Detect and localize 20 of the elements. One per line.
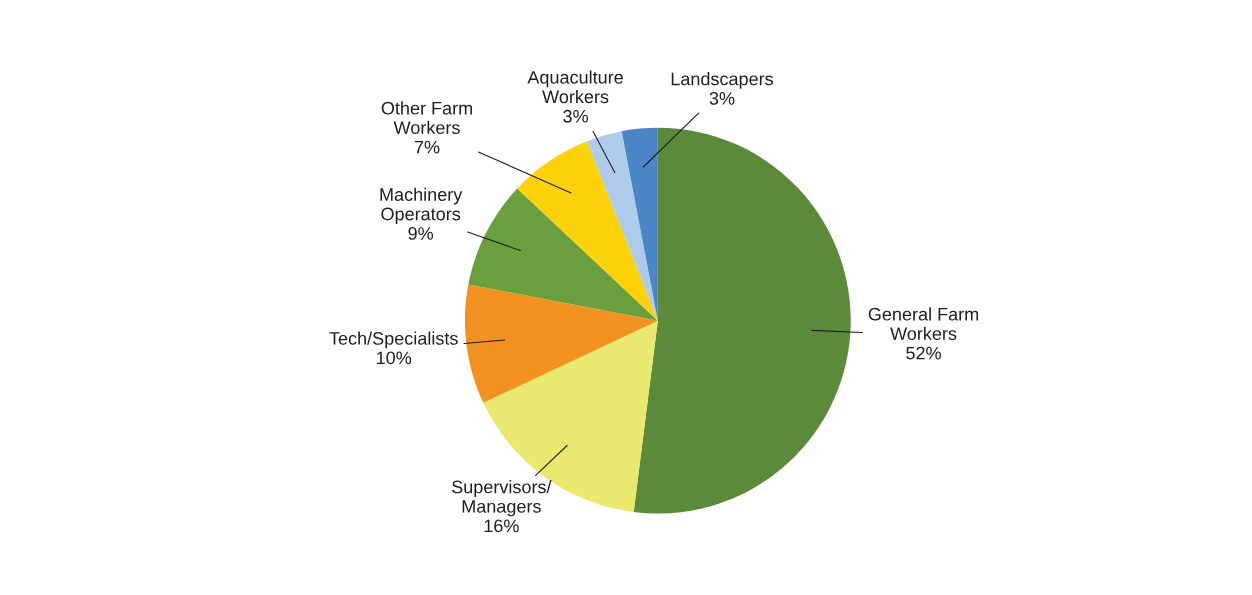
pie-slice <box>468 188 658 321</box>
slice-label: Tech/Specialists <box>329 331 458 349</box>
data-label: 16% <box>484 519 519 533</box>
slice-label: Landscapers <box>671 72 774 89</box>
pie-slice <box>517 141 658 321</box>
slice-label: Aquaculture Workers <box>527 70 623 104</box>
data-label: 3% <box>709 91 735 105</box>
data-label: 9% <box>408 227 434 240</box>
pie-slice <box>621 127 658 321</box>
data-label: 10% <box>377 351 412 365</box>
pie-slice <box>586 131 658 321</box>
data-label: 7% <box>414 140 440 154</box>
slice-label: General Farm Workers <box>868 307 979 341</box>
slice-label: Machinery Operators <box>380 187 463 224</box>
pie-slice <box>633 127 851 514</box>
pie-slice <box>464 284 658 403</box>
data-label: 52% <box>906 346 941 360</box>
slice-label: Other Farm Workers <box>381 101 472 135</box>
slice-label: Supervisors/ Managers <box>452 480 552 517</box>
data-label: 3% <box>563 109 588 123</box>
